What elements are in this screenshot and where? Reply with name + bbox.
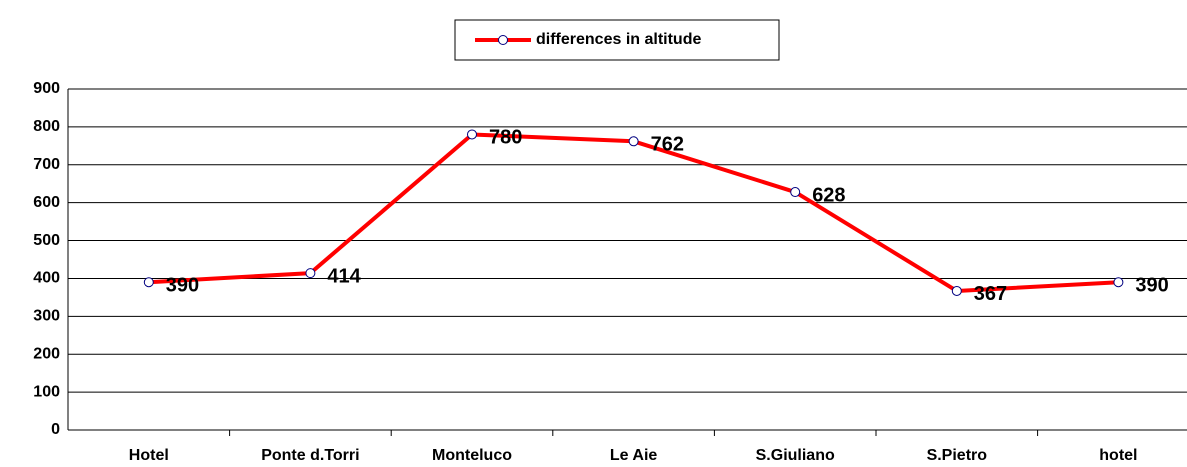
y-tick-label: 300: [33, 308, 60, 325]
legend-label: differences in altitude: [536, 31, 701, 48]
x-tick-label: Hotel: [129, 447, 169, 464]
y-tick-label: 200: [33, 345, 60, 362]
point: [305, 268, 316, 279]
x-tick-label: Ponte d.Torri: [261, 447, 359, 464]
y-tick-label: 700: [33, 156, 60, 173]
x-tick-label: Monteluco: [432, 447, 512, 464]
x-tick-label: S.Pietro: [927, 447, 988, 464]
y-tick-label: 400: [33, 270, 60, 287]
y-tick-label: 500: [33, 232, 60, 249]
data-label: 628: [812, 184, 845, 206]
data-label: 390: [166, 275, 199, 297]
data-label: 762: [651, 134, 684, 156]
point: [1113, 277, 1124, 288]
point: [790, 187, 801, 198]
data-label: 780: [489, 127, 522, 149]
point: [951, 285, 962, 296]
y-tick-label: 0: [51, 421, 60, 438]
series-line: [148, 132, 1119, 293]
x-tick-label: S.Giuliano: [756, 447, 835, 464]
data-label: 390: [1135, 275, 1168, 297]
legend-marker: [498, 35, 508, 45]
data-label: 414: [327, 265, 361, 287]
point: [143, 277, 154, 288]
y-tick-label: 100: [33, 383, 60, 400]
point: [467, 129, 477, 140]
y-tick-label: 800: [33, 118, 60, 135]
x-tick-label: Le Aie: [610, 447, 658, 464]
y-tick-label: 600: [33, 194, 60, 211]
point: [628, 136, 639, 147]
x-tick-label: hotel: [1099, 447, 1137, 464]
data-label: 367: [974, 283, 1007, 305]
y-tick-label: 900: [33, 80, 60, 97]
